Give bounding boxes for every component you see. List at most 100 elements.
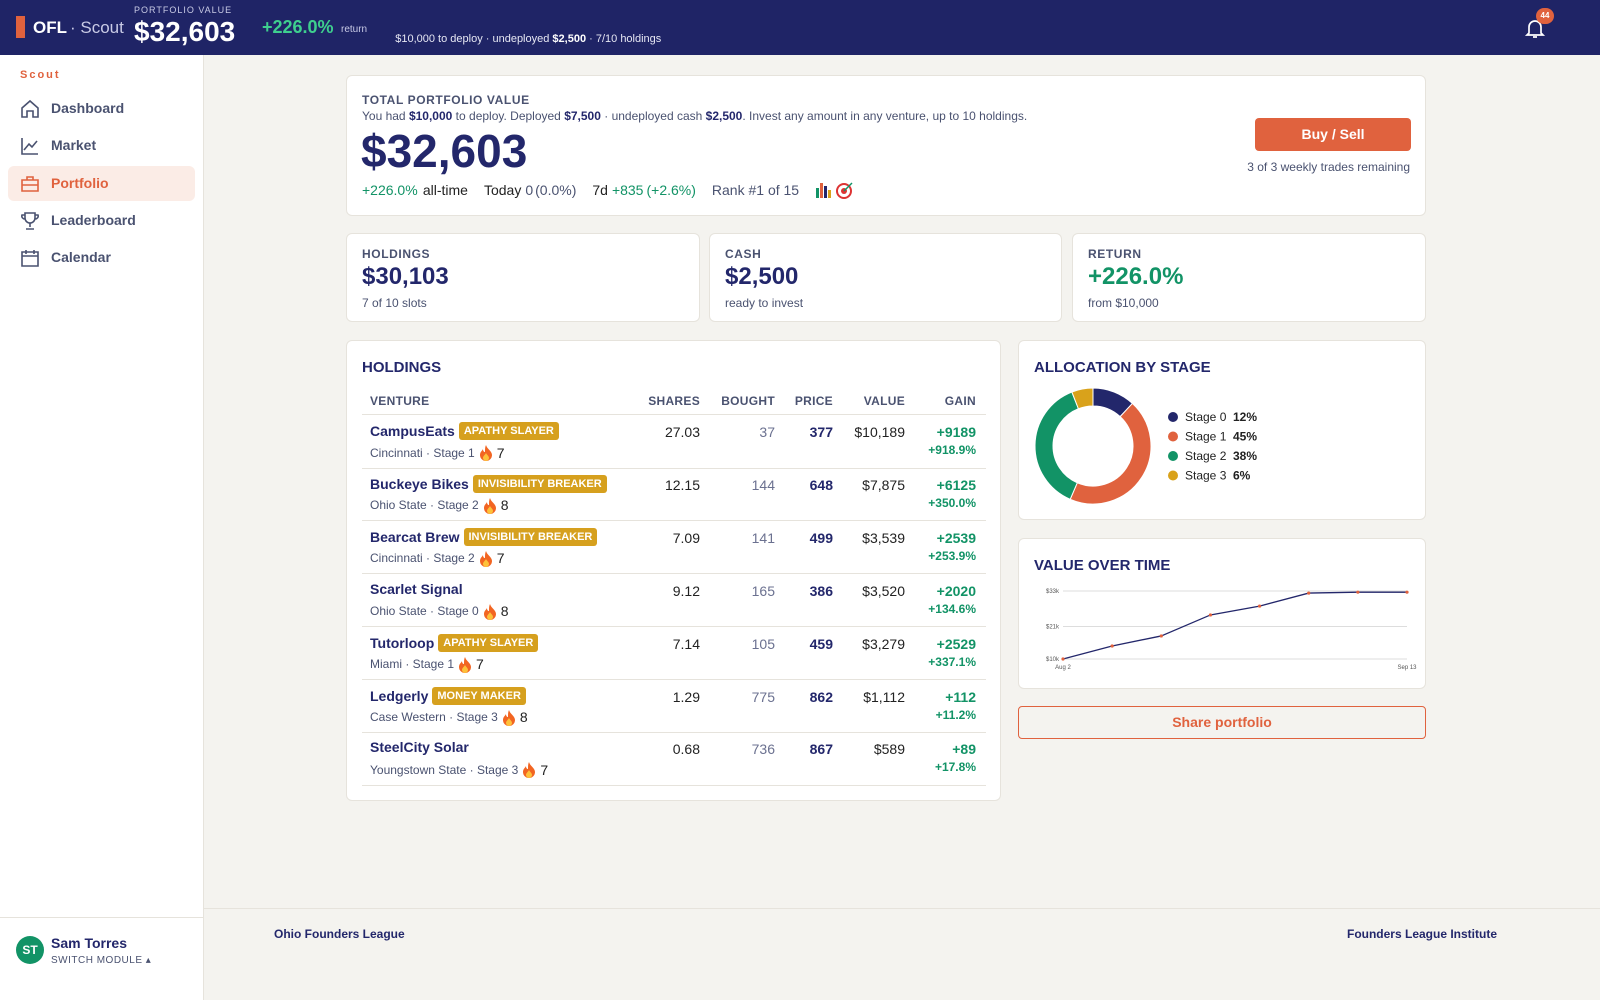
nav-item[interactable]: Leaderboard xyxy=(8,203,195,238)
gain: +112 xyxy=(945,688,976,705)
header-return: +226.0% xyxy=(262,17,334,37)
value-point xyxy=(1356,590,1360,594)
price: 386 xyxy=(809,582,833,599)
value-label: PORTFOLIO VALUE xyxy=(134,5,233,15)
nav-icon xyxy=(21,250,39,267)
legend-value: 45% xyxy=(1233,430,1257,444)
chart-title: ALLOCATION BY STAGE xyxy=(1034,359,1211,376)
allocation-card: ALLOCATION BY STAGE Stage 0 12% Stage 1 45%… xyxy=(1018,340,1426,520)
legend-swatch xyxy=(1168,412,1178,422)
gain: +9189 xyxy=(936,424,976,440)
top-bar: OFL · Scout PORTFOLIO VALUE $32,603 +226… xyxy=(0,0,1600,55)
nav-icon xyxy=(21,138,38,156)
allocation-chart: Stage 0 12% Stage 1 45% Stage 2 38% Stage 3 6% xyxy=(1034,387,1257,505)
venture-name-line: Buckeye Bikes INVISIBILITY BREAKER xyxy=(370,474,607,493)
venture-name[interactable]: Scarlet Signal xyxy=(370,580,463,597)
value-point xyxy=(1208,613,1213,617)
streak-icon xyxy=(479,445,492,461)
summary-stats: +226.0% all-time Today 0 (0.0%) 7d +835 (+2.… xyxy=(362,180,855,200)
nav-item[interactable]: Market xyxy=(8,128,195,163)
undeployed: $2,500 xyxy=(552,33,587,45)
nav-icon-path xyxy=(21,175,39,192)
value: $3,520 xyxy=(862,582,905,599)
price: 377 xyxy=(809,424,833,440)
intro-part: $10,000 xyxy=(408,109,453,123)
brand: OFL xyxy=(33,18,67,37)
donut-slice xyxy=(1069,402,1152,505)
venture-name[interactable]: Ledgerly xyxy=(370,687,429,704)
week-pct: (+2.6%) xyxy=(646,182,696,198)
nav-item[interactable]: Dashboard xyxy=(8,91,195,126)
venture-name[interactable]: CampusEats xyxy=(370,423,455,439)
buy-sell-button[interactable]: Buy / Sell xyxy=(1255,118,1411,151)
footer: Ohio Founders League Founders League Ins… xyxy=(204,908,1600,1000)
streak: 8 xyxy=(500,603,509,620)
y-tick-label: $10k xyxy=(1046,657,1060,663)
nav-icon xyxy=(21,212,39,230)
nav-label: Dashboard xyxy=(51,100,125,116)
venture-name[interactable]: SteelCity Solar xyxy=(370,739,469,756)
bought: 736 xyxy=(751,741,775,758)
switch-module[interactable]: SWITCH MODULE ▴ xyxy=(51,955,152,966)
return-label: return xyxy=(341,24,368,35)
stat-card: CASH $2,500 ready to invest xyxy=(709,233,1062,322)
gain-pct: +350.0% xyxy=(928,495,976,510)
venture-name[interactable]: Buckeye Bikes xyxy=(370,475,469,492)
nav-item[interactable]: Portfolio xyxy=(8,165,195,201)
nav-item[interactable]: Calendar xyxy=(8,240,195,275)
column-header: BOUGHT xyxy=(721,394,775,408)
streak: 8 xyxy=(519,709,528,725)
trades-remaining: 3 of 3 weekly trades remaining xyxy=(1247,160,1410,174)
deploy-info: $10,000 to deploy · undeployed $2,500 · … xyxy=(383,21,661,45)
price: 862 xyxy=(809,688,833,705)
y-tick-label: $33k xyxy=(1046,589,1060,595)
value-line xyxy=(1062,591,1408,660)
achievement-badge: INVISIBILITY BREAKER xyxy=(472,474,607,493)
nav-icon-path xyxy=(21,138,38,156)
streak-icon xyxy=(483,603,496,620)
legend-value: 6% xyxy=(1233,469,1251,483)
summary-value: $32,603 xyxy=(361,125,528,177)
gain-pct: +17.8% xyxy=(934,760,976,775)
row-rule xyxy=(362,732,986,733)
y-tick-label: $21k xyxy=(1046,624,1060,630)
stat-value: $2,500 xyxy=(725,263,799,290)
shares: 0.68 xyxy=(672,741,700,758)
streak: 7 xyxy=(496,444,505,461)
value: $3,279 xyxy=(862,635,905,652)
venture-name-line: Tutorloop APATHY SLAYER xyxy=(370,633,539,652)
venture-meta: Cincinnati · Stage 1 7 xyxy=(370,444,505,461)
legend-value: 38% xyxy=(1233,449,1257,463)
header-value: $32,603 xyxy=(134,16,236,47)
share-button[interactable]: Share portfolio xyxy=(1018,706,1426,739)
legend-swatch xyxy=(1168,431,1178,442)
intro-part: $2,500 xyxy=(705,109,743,123)
bought: 37 xyxy=(759,424,775,440)
venture-name-line: Ledgerly MONEY MAKER xyxy=(370,686,526,705)
today-pct: (0.0%) xyxy=(535,182,577,198)
streak: 7 xyxy=(540,761,549,778)
legend-swatch xyxy=(1168,451,1178,461)
venture-name[interactable]: Tutorloop xyxy=(370,634,435,651)
intro-part: $7,500 xyxy=(564,109,601,123)
value-point xyxy=(1257,604,1262,608)
nav-icon-path xyxy=(21,250,39,267)
gain: +6125 xyxy=(936,476,976,493)
intro-part: to deploy. Deployed xyxy=(452,109,565,123)
achievement-badge: APATHY SLAYER xyxy=(458,422,559,440)
holdings-title: HOLDINGS xyxy=(362,359,442,376)
venture-name-line: CampusEats APATHY SLAYER xyxy=(370,422,559,440)
value: $10,189 xyxy=(854,424,905,440)
venture-name[interactable]: Bearcat Brew xyxy=(370,528,460,545)
stat-label: HOLDINGS xyxy=(362,247,431,261)
week: +835 xyxy=(611,182,644,198)
value-point xyxy=(1159,634,1163,638)
deploy-text: $10,000 to deploy · undeployed xyxy=(395,33,553,45)
value: $7,875 xyxy=(862,476,905,493)
avatar[interactable]: ST xyxy=(16,936,44,964)
notification-badge[interactable]: 44 xyxy=(1536,8,1554,24)
shares: 7.09 xyxy=(672,529,700,546)
stat-value: $30,103 xyxy=(362,263,449,290)
holdings-card: HOLDINGS VENTURE SHARES BOUGHT PRICE VALUE GA… xyxy=(346,340,1001,801)
